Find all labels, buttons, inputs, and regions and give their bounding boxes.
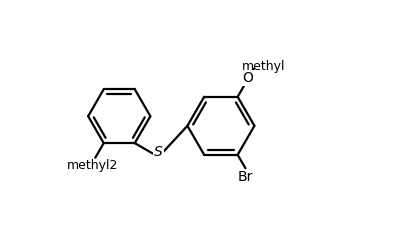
Text: methyl2: methyl2 bbox=[67, 159, 119, 172]
Text: S: S bbox=[154, 145, 163, 159]
Text: Br: Br bbox=[238, 170, 253, 184]
Text: O: O bbox=[242, 71, 253, 85]
Text: methyl: methyl bbox=[242, 60, 285, 73]
